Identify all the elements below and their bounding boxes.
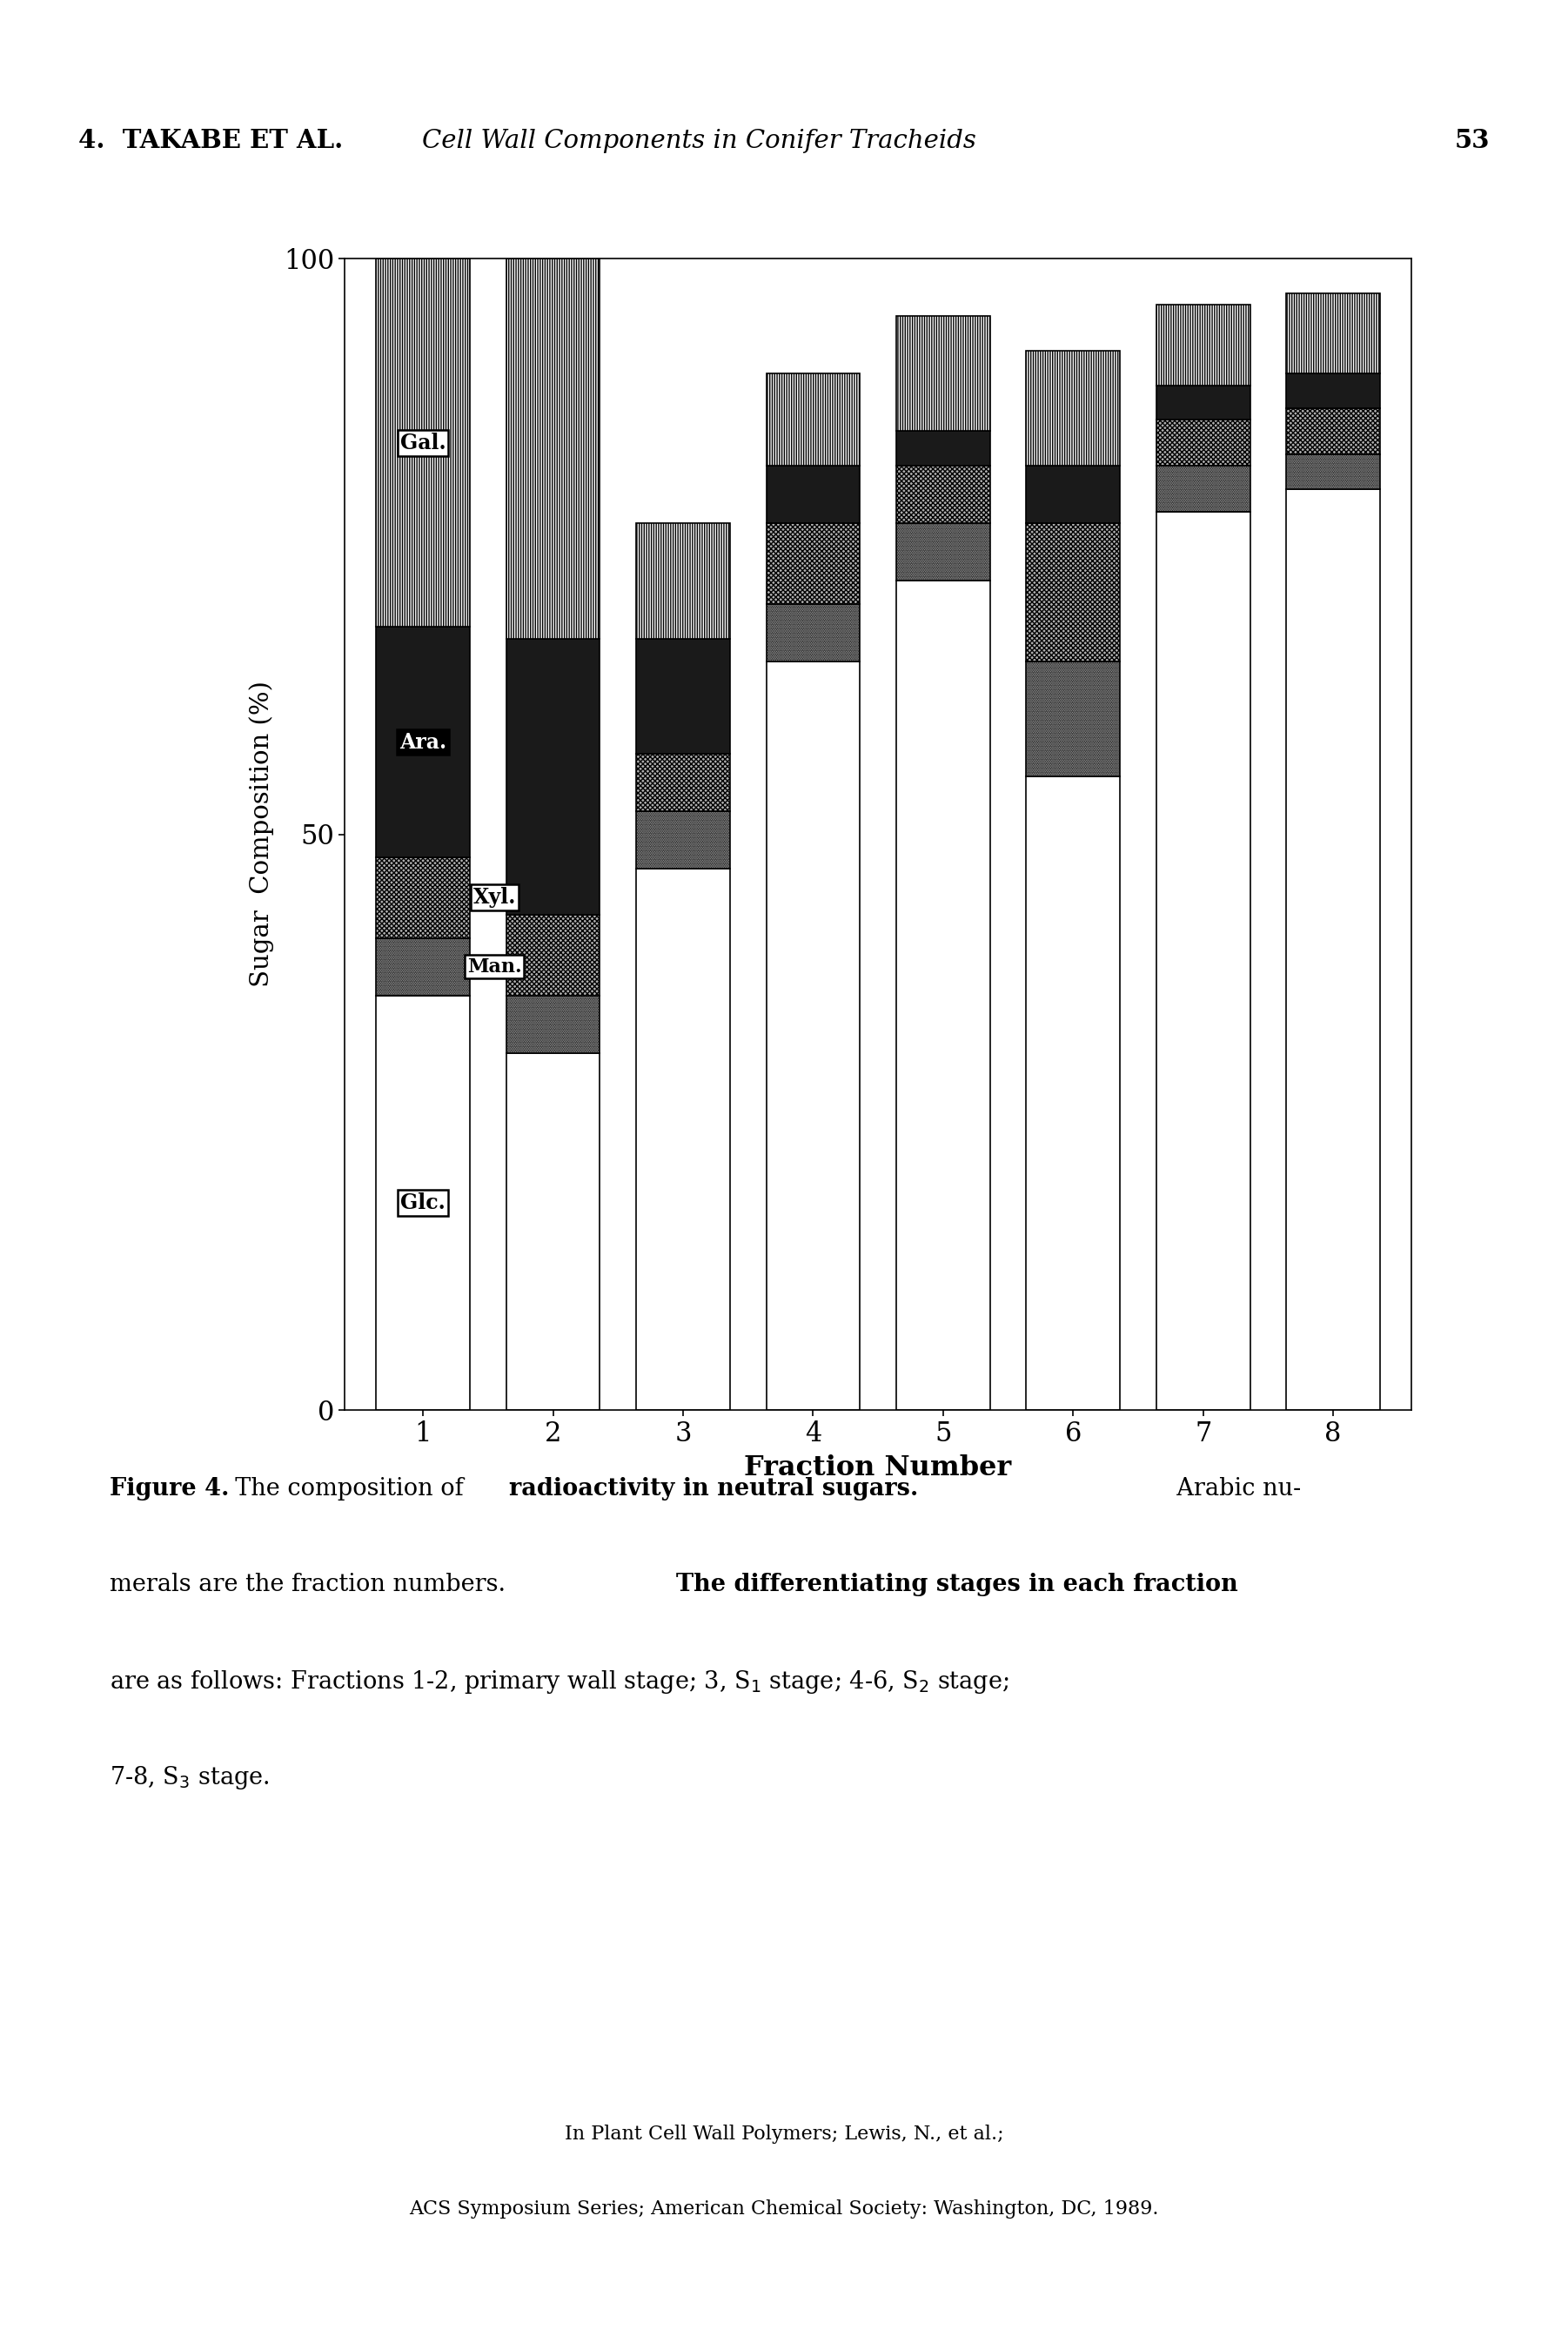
Text: radioactivity in neutral sugars.: radioactivity in neutral sugars.	[510, 1478, 919, 1502]
Bar	[897, 315, 989, 432]
Bar	[506, 1053, 601, 1410]
Bar	[1027, 663, 1120, 776]
Bar	[1286, 409, 1380, 454]
Bar	[637, 811, 729, 870]
Bar	[897, 465, 989, 524]
Bar	[1156, 465, 1250, 512]
Bar	[637, 639, 729, 754]
Text: Gal.: Gal.	[400, 432, 445, 454]
Bar	[637, 754, 729, 811]
Text: The differentiating stages in each fraction: The differentiating stages in each fract…	[676, 1572, 1239, 1596]
Bar	[1027, 465, 1120, 524]
Text: are as follows: Fractions 1-2, primary wall stage; 3, S$_1$ stage; 4-6, S$_2$ st: are as follows: Fractions 1-2, primary w…	[110, 1668, 1010, 1697]
Bar	[1027, 776, 1120, 1410]
Bar	[767, 663, 859, 1410]
Text: Glc.: Glc.	[400, 1191, 445, 1213]
Bar	[1156, 306, 1250, 385]
Bar	[1286, 489, 1380, 1410]
Bar	[637, 870, 729, 1410]
Bar	[767, 374, 859, 465]
Text: The composition of: The composition of	[221, 1478, 470, 1502]
Bar	[897, 524, 989, 580]
Bar	[1286, 294, 1380, 374]
Bar	[1027, 524, 1120, 663]
Bar	[1156, 421, 1250, 465]
Bar	[376, 996, 470, 1410]
Bar	[1156, 512, 1250, 1410]
Bar	[506, 258, 601, 639]
Bar	[376, 258, 470, 627]
Bar	[897, 580, 989, 1410]
Bar	[376, 938, 470, 996]
Text: merals are the fraction numbers.: merals are the fraction numbers.	[110, 1572, 521, 1596]
Bar	[1027, 350, 1120, 465]
Bar	[637, 524, 729, 639]
Bar	[376, 858, 470, 938]
Text: In Plant Cell Wall Polymers; Lewis, N., et al.;: In Plant Cell Wall Polymers; Lewis, N., …	[564, 2124, 1004, 2143]
Bar	[767, 524, 859, 604]
Text: Man.: Man.	[467, 956, 522, 975]
Text: Figure 4.: Figure 4.	[110, 1478, 229, 1502]
Bar	[506, 996, 601, 1053]
X-axis label: Fraction Number: Fraction Number	[745, 1455, 1011, 1480]
Y-axis label: Sugar  Composition (%): Sugar Composition (%)	[249, 682, 274, 987]
Bar	[506, 639, 601, 914]
Text: 53: 53	[1455, 129, 1490, 153]
Bar	[1156, 385, 1250, 421]
Text: Cell Wall Components in Conifer Tracheids: Cell Wall Components in Conifer Tracheid…	[422, 129, 977, 153]
Bar	[897, 432, 989, 465]
Bar	[1286, 374, 1380, 409]
Text: ACS Symposium Series; American Chemical Society: Washington, DC, 1989.: ACS Symposium Series; American Chemical …	[409, 2200, 1159, 2218]
Text: Arabic nu-: Arabic nu-	[1162, 1478, 1301, 1502]
Bar	[506, 914, 601, 996]
Bar	[376, 627, 470, 858]
Text: Xyl.: Xyl.	[474, 888, 516, 907]
Text: 4.  TAKABE ET AL.: 4. TAKABE ET AL.	[78, 129, 343, 153]
Bar	[1286, 454, 1380, 489]
Bar	[767, 465, 859, 524]
Text: Ara.: Ara.	[400, 731, 447, 752]
Text: 7-8, S$_3$ stage.: 7-8, S$_3$ stage.	[110, 1765, 270, 1791]
Bar	[767, 604, 859, 663]
